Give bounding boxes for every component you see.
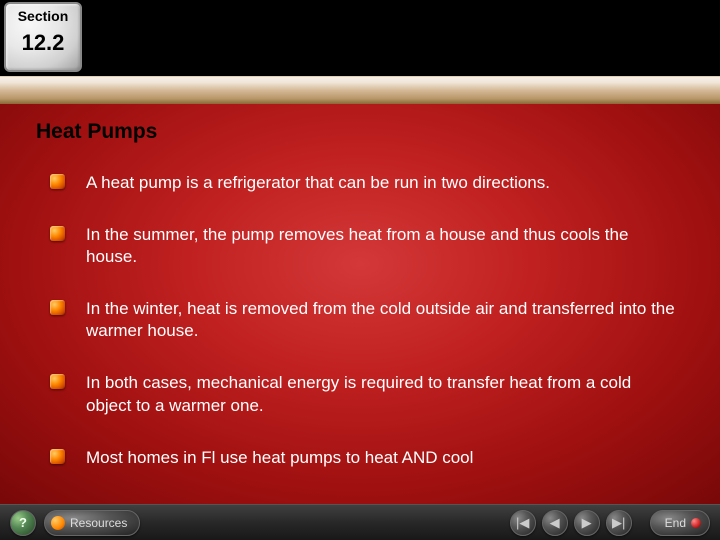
list-item: A heat pump is a refrigerator that can b… (50, 172, 680, 194)
list-item: In the summer, the pump removes heat fro… (50, 224, 680, 268)
bullet-icon (50, 174, 65, 189)
bullet-icon (50, 300, 65, 315)
prev-button[interactable]: ◀ (542, 510, 568, 536)
resources-icon (51, 516, 65, 530)
first-button[interactable]: |◀ (510, 510, 536, 536)
end-icon (691, 518, 701, 528)
header-divider (0, 76, 720, 104)
resources-button[interactable]: Resources (44, 510, 140, 536)
nav-footer: ? Resources |◀ ◀ ▶ ▶| End (0, 504, 720, 540)
section-badge: Section 12.2 (4, 2, 82, 72)
prev-icon: ◀ (550, 515, 560, 531)
end-label: End (665, 516, 686, 530)
end-button[interactable]: End (650, 510, 710, 536)
chapter-title: Changes of State and the Laws of Thermod… (96, 25, 612, 49)
slide-subtitle: Heat Pumps (36, 120, 680, 144)
slide-header: Section 12.2 Changes of State and the La… (0, 0, 720, 76)
last-icon: ▶| (612, 515, 625, 531)
help-icon: ? (19, 515, 27, 530)
bullet-text: Most homes in Fl use heat pumps to heat … (86, 448, 473, 467)
bullet-icon (50, 449, 65, 464)
resources-label: Resources (70, 516, 127, 530)
bullet-text: In the winter, heat is removed from the … (86, 299, 675, 340)
bullet-text: A heat pump is a refrigerator that can b… (86, 173, 550, 192)
last-button[interactable]: ▶| (606, 510, 632, 536)
title-area: Changes of State and the Laws of Thermod… (86, 2, 716, 72)
first-icon: |◀ (516, 515, 529, 531)
next-icon: ▶ (582, 515, 592, 531)
list-item: Most homes in Fl use heat pumps to heat … (50, 447, 680, 469)
list-item: In the winter, heat is removed from the … (50, 298, 680, 342)
section-label: Section (6, 8, 80, 24)
next-button[interactable]: ▶ (574, 510, 600, 536)
bullet-icon (50, 226, 65, 241)
bullet-icon (50, 374, 65, 389)
bullet-text: In the summer, the pump removes heat fro… (86, 225, 628, 266)
bullet-text: In both cases, mechanical energy is requ… (86, 373, 631, 414)
nav-group: |◀ ◀ ▶ ▶| (510, 510, 632, 536)
section-number: 12.2 (6, 30, 80, 56)
slide-content: Heat Pumps A heat pump is a refrigerator… (0, 104, 720, 504)
list-item: In both cases, mechanical energy is requ… (50, 372, 680, 416)
bullet-list: A heat pump is a refrigerator that can b… (50, 172, 680, 469)
help-button[interactable]: ? (10, 510, 36, 536)
